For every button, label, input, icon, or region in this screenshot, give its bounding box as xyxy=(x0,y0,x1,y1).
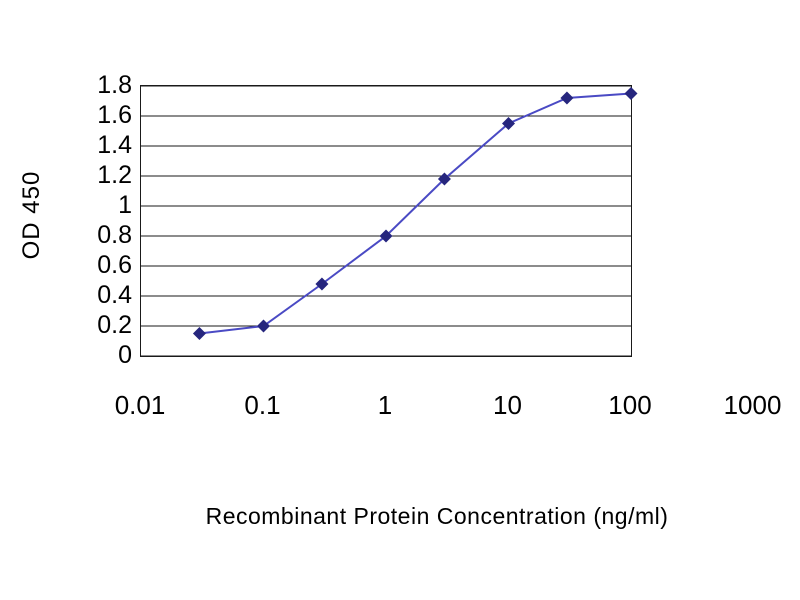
data-point-marker xyxy=(502,117,515,130)
x-tick-label: 10 xyxy=(493,390,522,420)
plot-area xyxy=(140,85,638,357)
x-tick-label: 1000 xyxy=(723,390,782,420)
x-axis-title: Recombinant Protein Concentration (ng/ml… xyxy=(205,503,669,529)
y-tick-label: 0.2 xyxy=(97,311,132,339)
x-tick-label: 0.1 xyxy=(244,390,281,420)
y-tick-label: 1 xyxy=(118,191,132,219)
series-line xyxy=(199,92,632,335)
data-point-marker xyxy=(624,87,638,100)
y-tick-label: 0.6 xyxy=(97,251,132,279)
y-tick-label: 1.2 xyxy=(97,161,132,189)
data-point-marker xyxy=(560,91,574,105)
data-point-marker xyxy=(379,229,393,243)
y-tick-label: 1.8 xyxy=(97,71,132,99)
y-tick-label: 1.6 xyxy=(97,101,132,129)
data-series-svg xyxy=(141,85,638,357)
y-tick-label: 1.4 xyxy=(97,131,132,159)
data-point-marker xyxy=(315,277,329,291)
data-point-marker xyxy=(257,319,270,333)
data-point-marker xyxy=(437,172,451,186)
data-point-marker xyxy=(192,327,206,340)
x-tick-label: 100 xyxy=(608,390,652,420)
y-axis-title: OD 450 xyxy=(18,170,45,260)
y-tick-label: 0 xyxy=(118,341,132,369)
y-tick-label: 0.8 xyxy=(97,221,132,249)
x-tick-label: 0.01 xyxy=(114,390,166,420)
y-tick-label: 0.4 xyxy=(97,281,132,309)
x-tick-label: 1 xyxy=(377,390,393,420)
